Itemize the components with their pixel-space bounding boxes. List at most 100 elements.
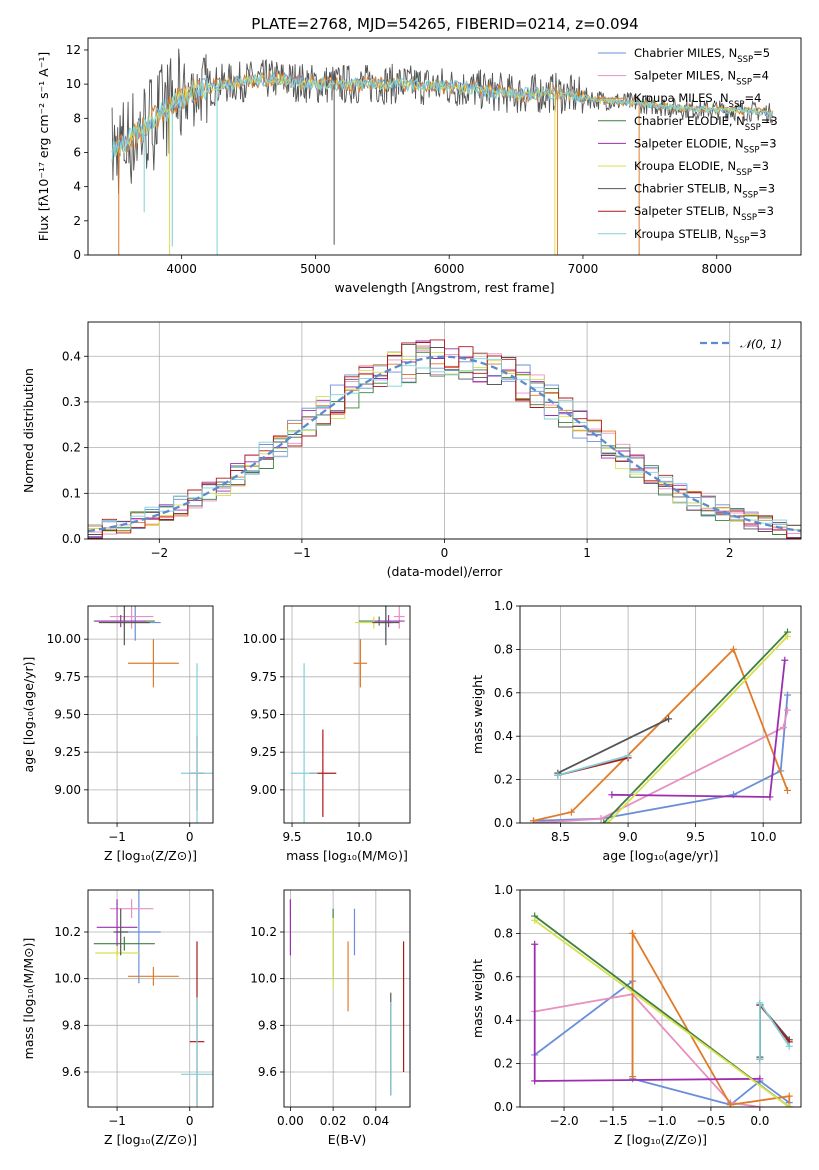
y-tick-label: 6 — [73, 145, 81, 159]
y-tick-label: 10.00 — [47, 632, 81, 646]
plot-area — [530, 628, 791, 823]
weight-line — [557, 754, 629, 777]
y-axis-label: mass weight — [470, 675, 485, 754]
x-tick-label: −1 — [293, 546, 311, 560]
y-axis-label: mass weight — [470, 959, 485, 1038]
legend-entry-label: Salpeter MILES, N — [634, 69, 736, 83]
legend-entry-suffix: =3 — [758, 182, 775, 196]
plot-area — [93, 606, 213, 823]
weight-marker — [785, 1092, 793, 1100]
weight-line — [603, 631, 789, 823]
weight-marker — [756, 1103, 764, 1107]
weight-line — [534, 993, 761, 1107]
y-tick-label: 0.2 — [494, 1057, 513, 1071]
y-tick-label: 12 — [66, 43, 81, 57]
x-tick-label: 10.0 — [750, 830, 777, 844]
y-tick-label: 9.00 — [250, 783, 277, 797]
weight-marker — [779, 724, 787, 732]
y-tick-label: 2 — [73, 214, 81, 228]
legend-entry-suffix: =5 — [753, 46, 770, 60]
x-axis-label: mass [log₁₀(M/M⊙)] — [286, 848, 408, 863]
x-tick-label: 0 — [186, 1114, 194, 1128]
x-tick-label: 0 — [186, 830, 194, 844]
legend-entry-subscript: SSP — [742, 191, 758, 201]
y-tick-label: 9.6 — [258, 1065, 277, 1079]
legend-entry-suffix: =3 — [757, 204, 774, 218]
plot-area — [289, 899, 405, 1096]
x-axis-label: E(B-V) — [328, 1132, 367, 1147]
x-tick-label: −1.0 — [647, 1114, 676, 1128]
x-tick-label: 0 — [441, 546, 449, 560]
x-tick-label: 4000 — [166, 262, 197, 276]
weight-marker — [665, 715, 673, 723]
axes-frame — [519, 889, 802, 1108]
y-tick-label: 9.8 — [258, 1018, 277, 1032]
y-tick-label: 9.8 — [62, 1018, 81, 1032]
x-axis-label: Z [log₁₀(Z/Z⊙)] — [104, 848, 197, 863]
weight-marker — [785, 1103, 793, 1107]
y-tick-label: 9.25 — [250, 745, 277, 759]
panel-age_vs_mass: 9.5 10.0 9.00 9.25 9.50 9.75 10.00 mass [log₁₀(… — [243, 605, 411, 863]
weight-marker — [629, 929, 637, 937]
x-tick-label: −2 — [150, 546, 168, 560]
y-tick-label: 1.0 — [494, 883, 513, 897]
y-tick-label: 0.6 — [494, 970, 513, 984]
x-tick-label: 0.00 — [277, 1114, 304, 1128]
weight-marker — [756, 1055, 764, 1063]
weight-marker — [729, 645, 737, 653]
x-tick-label: 5000 — [300, 262, 331, 276]
x-tick-label: −1 — [108, 1114, 126, 1128]
y-tick-label: 0.6 — [494, 686, 513, 700]
weight-marker — [783, 706, 791, 714]
y-axis-label: mass [log₁₀(M/M⊙)] — [21, 938, 36, 1060]
legend-entry-subscript: SSP — [745, 123, 761, 133]
panel-age_vs_Z: −1 0 9.00 9.25 9.50 9.75 10.00 Z [log₁₀(Z/Z⊙)] a… — [21, 605, 214, 863]
legend-entry-suffix: =3 — [749, 227, 766, 241]
legend-entry-subscript: SSP — [734, 236, 750, 246]
weight-marker — [783, 632, 791, 640]
legend-entry-suffix: =4 — [752, 69, 769, 83]
legend-entry-suffix: =3 — [760, 136, 777, 150]
legend-entry-subscript: SSP — [737, 55, 753, 65]
panel-weight_vs_age: 8.5 9.0 9.5 10.0 0.0 0.2 0.4 0.6 0.8 1.0 age [log₁… — [470, 599, 802, 863]
figure-title: PLATE=2768, MJD=54265, FIBERID=0214, z=0… — [251, 15, 638, 33]
axes-frame — [519, 605, 802, 824]
legend-entry-suffix: =4 — [744, 91, 761, 105]
x-tick-label: 9.0 — [619, 830, 638, 844]
y-tick-label: 0.4 — [494, 729, 513, 743]
weight-marker — [600, 819, 608, 823]
y-tick-label: 10.0 — [54, 972, 81, 986]
y-tick-label: 0.2 — [494, 773, 513, 787]
weight-line — [557, 717, 669, 774]
x-tick-label: 0.02 — [320, 1114, 347, 1128]
x-tick-label: 6000 — [434, 262, 465, 276]
x-tick-label: 9.5 — [686, 830, 705, 844]
y-tick-label: 9.75 — [250, 670, 277, 684]
spectrum-line — [111, 72, 774, 163]
legend-entry: Kroupa STELIB, NSSP=3 — [634, 227, 766, 246]
x-tick-label: −0.5 — [696, 1114, 725, 1128]
y-tick-label: 0 — [73, 248, 81, 262]
histogram-step — [88, 358, 801, 531]
legend-entry-subscript: SSP — [736, 168, 752, 178]
legend-entry: Salpeter ELODIE, NSSP=3 — [634, 136, 777, 155]
legend-entry: Salpeter STELIB, NSSP=3 — [634, 204, 774, 223]
weight-marker — [766, 793, 774, 801]
legend-entry-subscript: SSP — [736, 78, 752, 88]
plot-area — [531, 912, 793, 1107]
weight-marker — [785, 1042, 793, 1050]
weight-marker — [756, 1075, 764, 1083]
weight-marker — [624, 752, 632, 760]
weight-marker — [781, 656, 789, 664]
weight-line — [533, 709, 789, 823]
plot-area — [88, 339, 801, 539]
legend-entry: Kroupa ELODIE, NSSP=3 — [634, 159, 769, 178]
axes-frame — [283, 889, 411, 1108]
axes-frame — [87, 605, 214, 824]
panel-mass_vs_EBV: 0.00 0.02 0.04 9.6 9.8 10.0 10.2 E(B-V) — [250, 889, 411, 1147]
x-tick-label: −1 — [108, 830, 126, 844]
panel-weight_vs_Z: −2.0 −1.5 −1.0 −0.5 0.0 0.0 0.2 0.4 0.6 0.8 1.0 Z [… — [470, 883, 802, 1147]
axes-frame — [87, 37, 802, 256]
weight-marker — [608, 791, 616, 799]
y-tick-label: 9.00 — [54, 783, 81, 797]
